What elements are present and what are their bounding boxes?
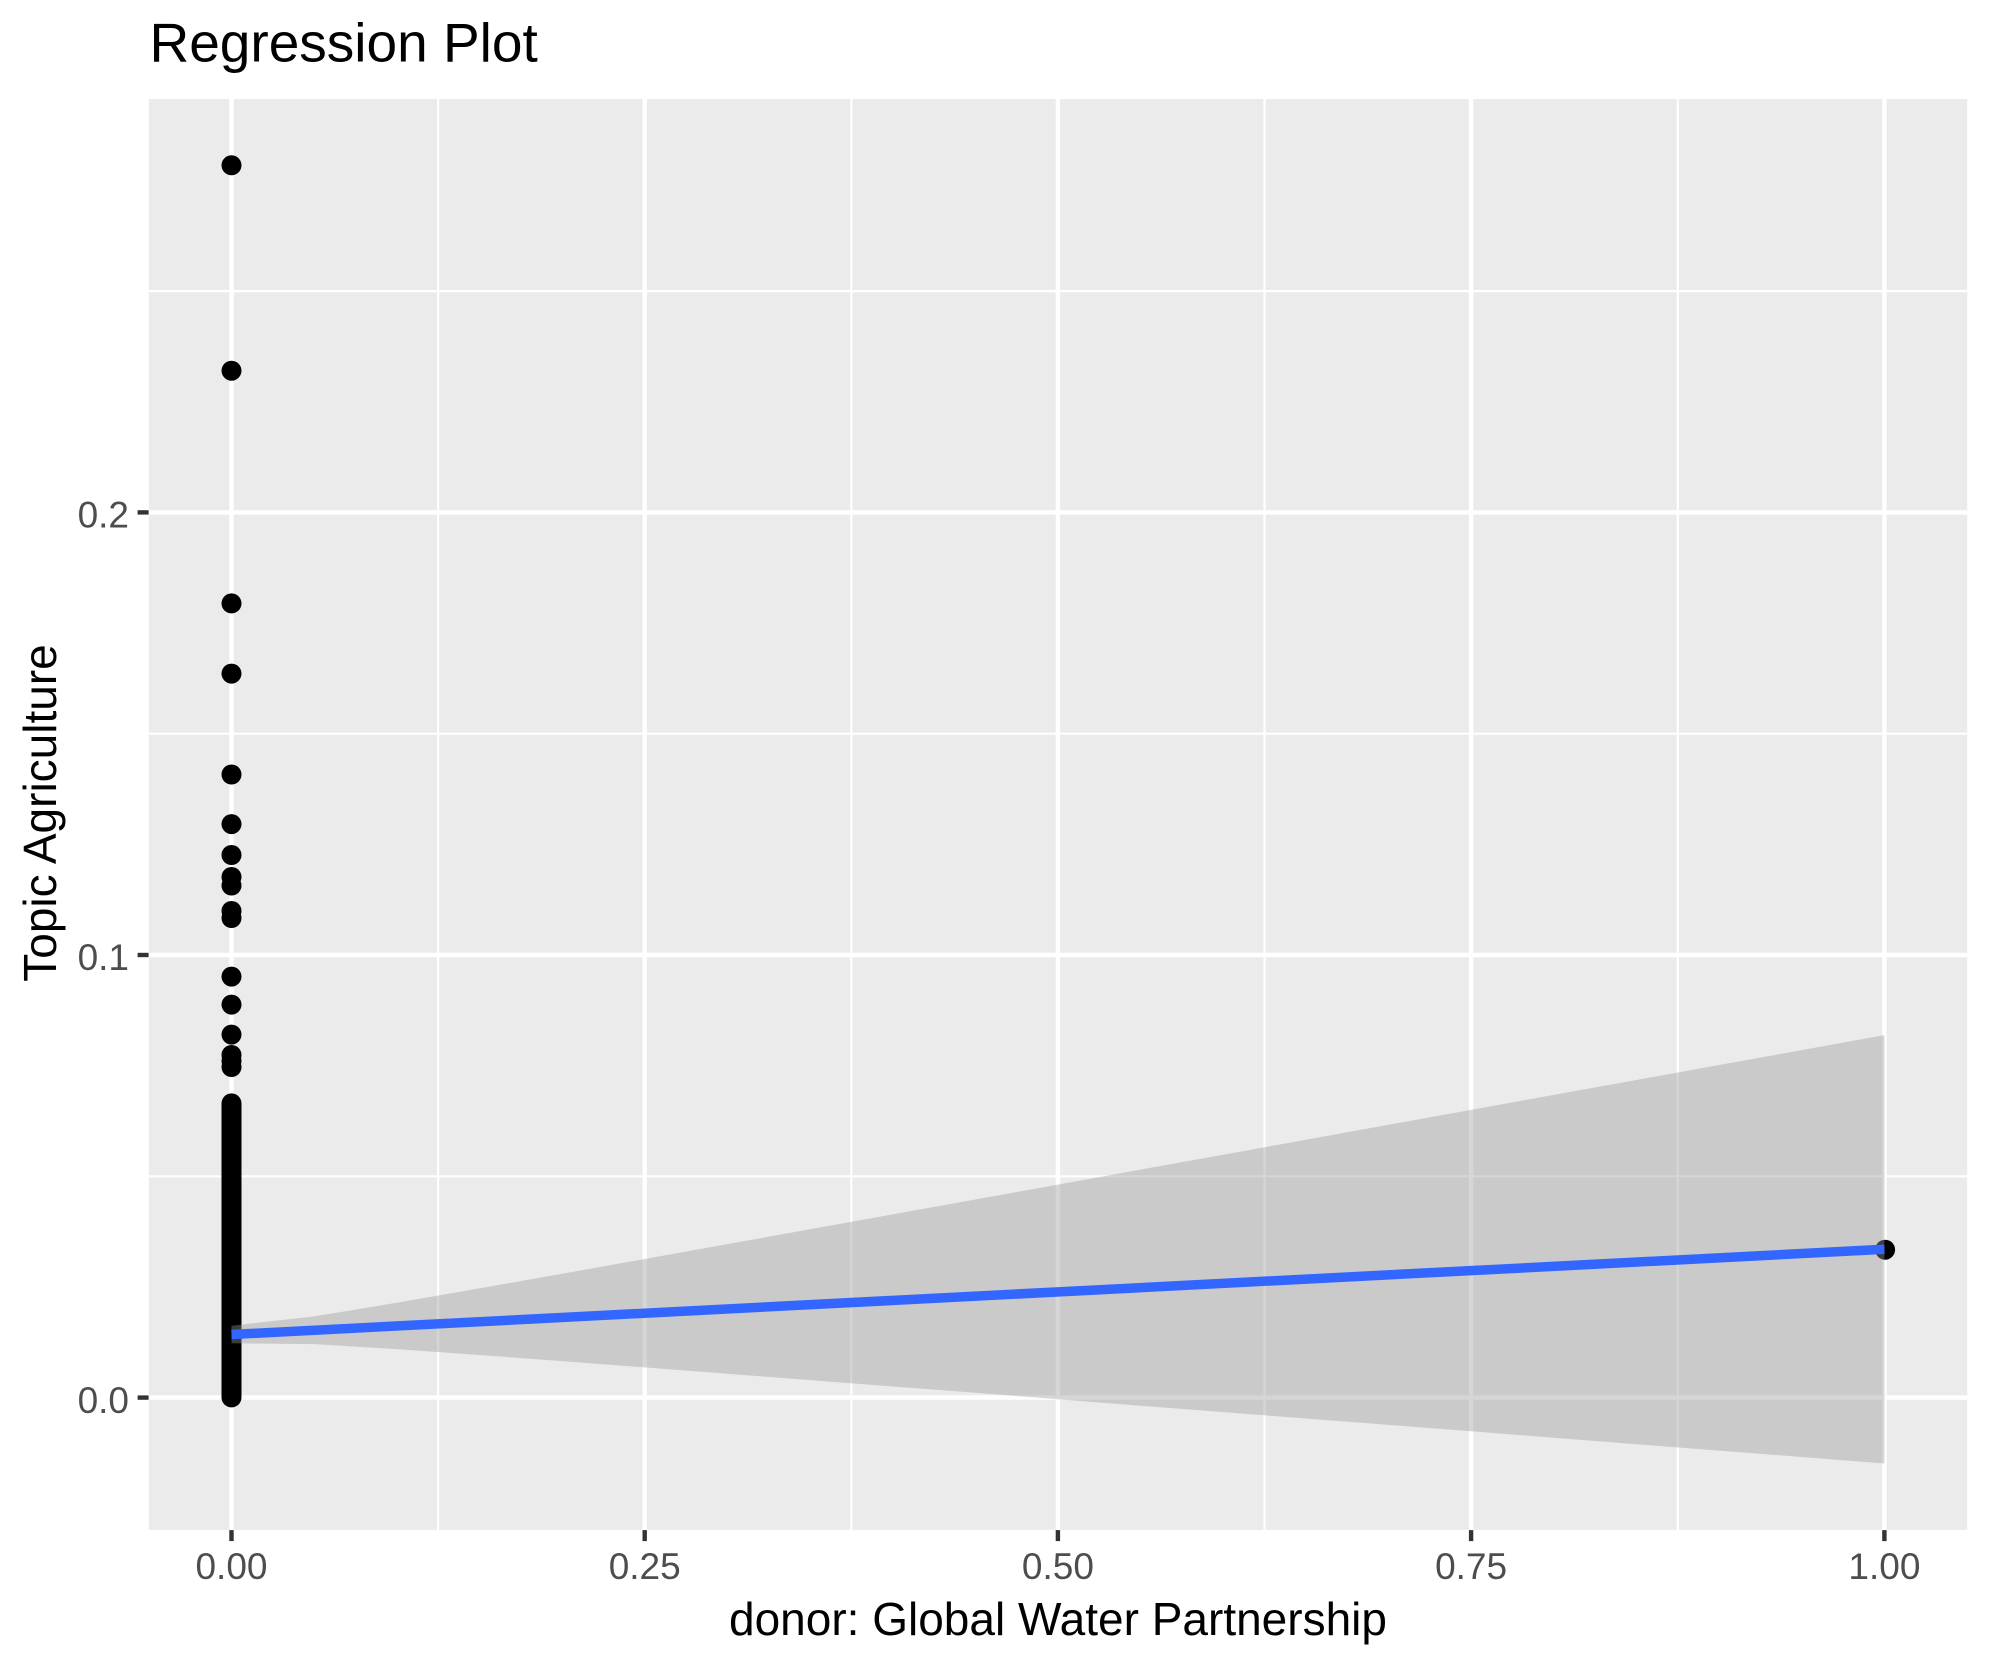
svg-text:donor: Global Water Partnershi: donor: Global Water Partnership <box>729 1593 1387 1645</box>
svg-text:0.00: 0.00 <box>195 1546 267 1587</box>
svg-text:0.75: 0.75 <box>1435 1546 1507 1587</box>
svg-text:Regression Plot: Regression Plot <box>150 12 538 74</box>
svg-text:0.1: 0.1 <box>78 937 129 978</box>
svg-text:0.25: 0.25 <box>609 1546 681 1587</box>
svg-text:0.50: 0.50 <box>1022 1546 1094 1587</box>
svg-text:0.0: 0.0 <box>78 1380 129 1421</box>
svg-text:0.2: 0.2 <box>78 495 129 536</box>
svg-text:1.00: 1.00 <box>1848 1546 1920 1587</box>
svg-text:Topic Agriculture: Topic Agriculture <box>14 644 66 982</box>
